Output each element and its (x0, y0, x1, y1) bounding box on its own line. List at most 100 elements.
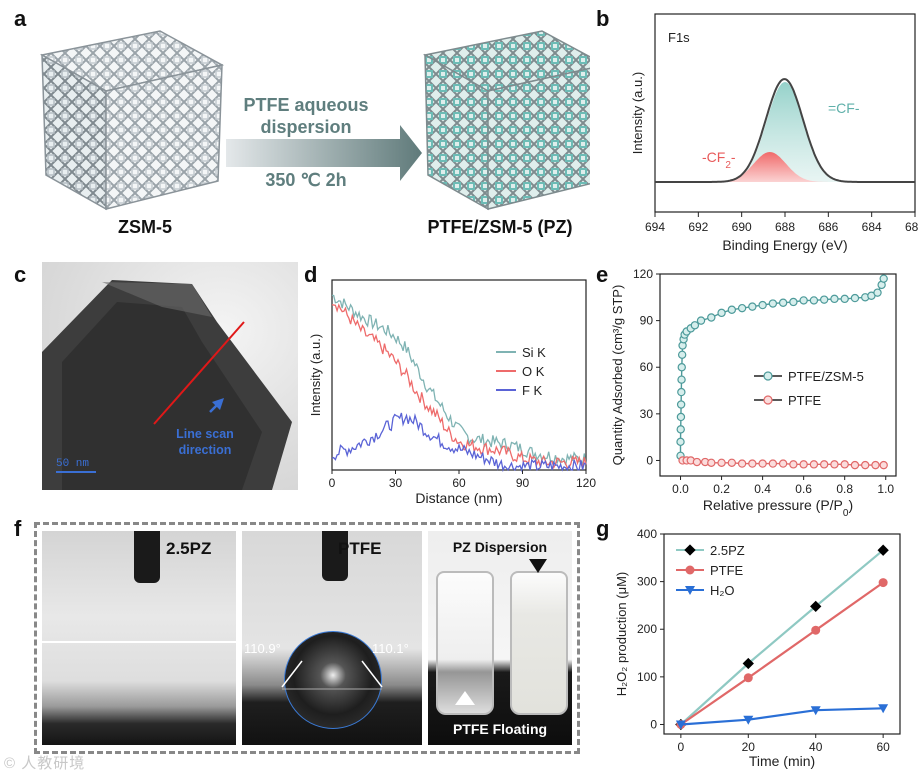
series-marker (778, 459, 788, 468)
img3-top-label: PZ Dispersion (452, 539, 548, 555)
chart-frame (663, 533, 901, 735)
y-tick-label: 200 (637, 622, 657, 636)
series-marker (696, 316, 706, 325)
legend-label: 2.5PZ (710, 543, 745, 558)
series-marker (879, 274, 888, 283)
series-marker (748, 459, 757, 468)
xps-x-axis-label: Binding Energy (eV) (722, 237, 847, 253)
xps-envelope-line (655, 78, 915, 183)
xps-y-axis-label: Intensity (a.u.) (630, 72, 645, 154)
y-tick-label: 0 (646, 453, 653, 467)
up-arrow-icon (455, 691, 475, 705)
series-marker (830, 294, 839, 304)
panel-label-f: f (14, 516, 22, 541)
water-droplet (284, 631, 382, 729)
img1-title: 2.5PZ (166, 539, 212, 558)
x-tick-label: 0.2 (713, 482, 730, 496)
panel-label-c: c (14, 262, 27, 287)
series-marker (819, 295, 829, 304)
process-arrow (226, 125, 422, 181)
line-scan-label-2: direction (178, 443, 232, 457)
series-marker (717, 308, 726, 318)
y-axis-label: H₂O₂ production (μM) (614, 572, 629, 697)
series-marker (676, 437, 685, 447)
x-tick-label: 40 (809, 740, 823, 754)
x-tick-label: 0.4 (754, 482, 771, 496)
zsm5-cube-image (39, 30, 225, 211)
y-tick-label: 300 (637, 575, 657, 589)
series-marker (768, 299, 778, 308)
series-marker (707, 313, 716, 322)
legend-label: PTFE (788, 393, 822, 408)
series-marker (861, 460, 870, 470)
series-marker (819, 460, 829, 469)
xps-x-tick-label: 692 (688, 220, 708, 234)
xps-x-tick-label: 686 (818, 220, 838, 234)
xps-x-tick-label: 688 (775, 220, 795, 234)
series-marker (737, 303, 747, 313)
line-scan-path (153, 321, 245, 425)
series-marker (840, 294, 849, 304)
panel-d-linescan-chart: 0 30 60 90 120 Si K O K F K Distance (nm) Intensi… (308, 279, 596, 506)
series-line-PTFE (680, 581, 884, 726)
zsm5-caption: ZSM-5 (118, 217, 172, 237)
x-tick-label: 120 (576, 476, 596, 490)
series-marker (676, 425, 685, 434)
contact-angle-image-2.5pz: 2.5PZ (42, 531, 236, 745)
series-marker (768, 459, 778, 468)
cf-peak-fill (655, 82, 915, 182)
series-marker-triangle (685, 586, 695, 595)
ptfe-zsm5-cube-image (422, 30, 590, 211)
panel-label-b: b (596, 6, 610, 31)
series-marker (789, 460, 798, 469)
arrow-condition: 350 ℃ 2h (265, 170, 347, 190)
series-marker-triangle (810, 706, 821, 716)
series-marker (830, 460, 839, 469)
series-marker-diamond (684, 544, 696, 556)
vial-photo: PZ Dispersion PTFE Floating (428, 531, 572, 745)
y-axis-label: Intensity (a.u.) (308, 334, 323, 416)
panel-g-h2o2-chart: 0 20 40 60 0 100 200 300 400 2.5PZ PTFE H₂O Time (mi… (614, 527, 901, 769)
x-tick-label: 30 (389, 476, 403, 490)
left-contact-angle: 110.9° (244, 641, 281, 656)
y-tick-label: 0 (650, 717, 657, 731)
y-tick-label: 120 (633, 267, 653, 281)
panel-label-e: e (596, 262, 609, 287)
panel-b-xps-chart: 694 692 690 688 686 684 682 F1s =CF- -CF2- Bin… (630, 13, 918, 253)
panel-f-frame (34, 522, 580, 754)
contact-angle-image-ptfe: PTFE 110.9° 110.1° (242, 531, 422, 745)
panel-label-d: d (304, 262, 318, 287)
series-marker-triangle (675, 720, 686, 730)
series-marker (778, 298, 788, 307)
x-tick-label: 0.8 (836, 482, 853, 496)
series-marker (809, 296, 819, 305)
y-tick-label: 400 (637, 527, 657, 541)
y-tick-label: 60 (640, 360, 654, 374)
series-marker (873, 288, 882, 297)
y-tick-label: 90 (640, 314, 654, 328)
panel-e-bet-chart: 0.0 0.2 0.4 0.6 0.8 1.0 0 30 60 90 120 PTFE/ZSM-5 PT… (610, 267, 897, 519)
x-tick-label: 0.0 (672, 482, 689, 496)
xps-x-tick-label: 684 (862, 220, 882, 234)
series-marker (676, 412, 686, 422)
series-marker (758, 300, 767, 310)
x-tick-label: 90 (516, 476, 530, 490)
series-marker (677, 387, 686, 397)
series-marker (799, 460, 808, 469)
arrow-text-line1: PTFE aqueous (243, 95, 369, 115)
series-marker (850, 293, 860, 303)
chart-frame (659, 273, 897, 477)
panel-a-illustration (39, 30, 590, 211)
legend-marker (763, 395, 773, 405)
x-axis-label: Distance (nm) (415, 490, 502, 506)
legend-label: F K (522, 383, 543, 398)
xps-x-tick-label: 682 (905, 220, 918, 234)
img3-bottom-label: PTFE Floating (452, 721, 548, 737)
legend-label: PTFE/ZSM-5 (788, 369, 864, 384)
xps-x-tick-label: 694 (645, 220, 665, 234)
series-marker (871, 460, 880, 470)
legend-marker (763, 371, 773, 381)
arrow-text-line2: dispersion (260, 117, 352, 137)
x-tick-label: 0 (329, 476, 336, 490)
scan-direction-arrow (212, 398, 224, 410)
